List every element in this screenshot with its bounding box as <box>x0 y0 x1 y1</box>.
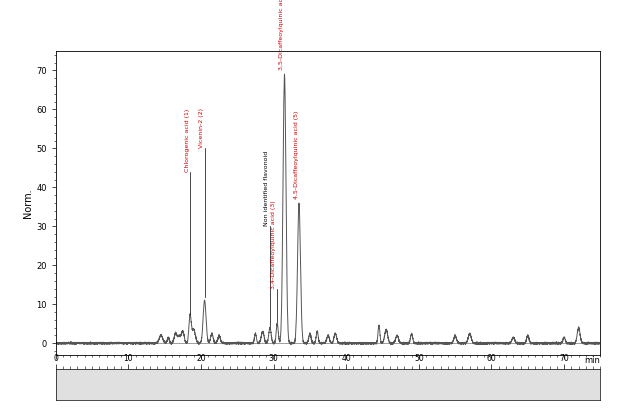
Text: Chlorogenic acid (1): Chlorogenic acid (1) <box>184 109 189 172</box>
Text: Vicenin-2 (2): Vicenin-2 (2) <box>199 109 204 149</box>
Text: 4,5-Dicaffeoylquinic acid (5): 4,5-Dicaffeoylquinic acid (5) <box>293 111 298 199</box>
Text: 3,5-Dicaffeoylquinic acid (4): 3,5-Dicaffeoylquinic acid (4) <box>279 0 284 71</box>
Text: 3,4-Dicaffeoylquinic acid (3): 3,4-Dicaffeoylquinic acid (3) <box>271 200 276 289</box>
Text: ACCEPTED MANUSCRIPT: ACCEPTED MANUSCRIPT <box>196 12 423 31</box>
Text: min: min <box>584 356 600 365</box>
Y-axis label: Norm.: Norm. <box>24 188 33 218</box>
Text: Non identified flavonoid: Non identified flavonoid <box>264 151 269 226</box>
